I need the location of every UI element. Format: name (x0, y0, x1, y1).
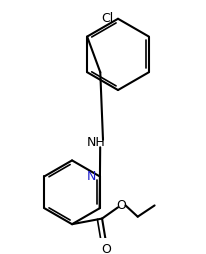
Text: NH: NH (87, 136, 106, 149)
Text: O: O (116, 199, 126, 212)
Text: O: O (101, 243, 111, 254)
Text: N: N (87, 170, 96, 183)
Text: Cl: Cl (101, 12, 113, 25)
